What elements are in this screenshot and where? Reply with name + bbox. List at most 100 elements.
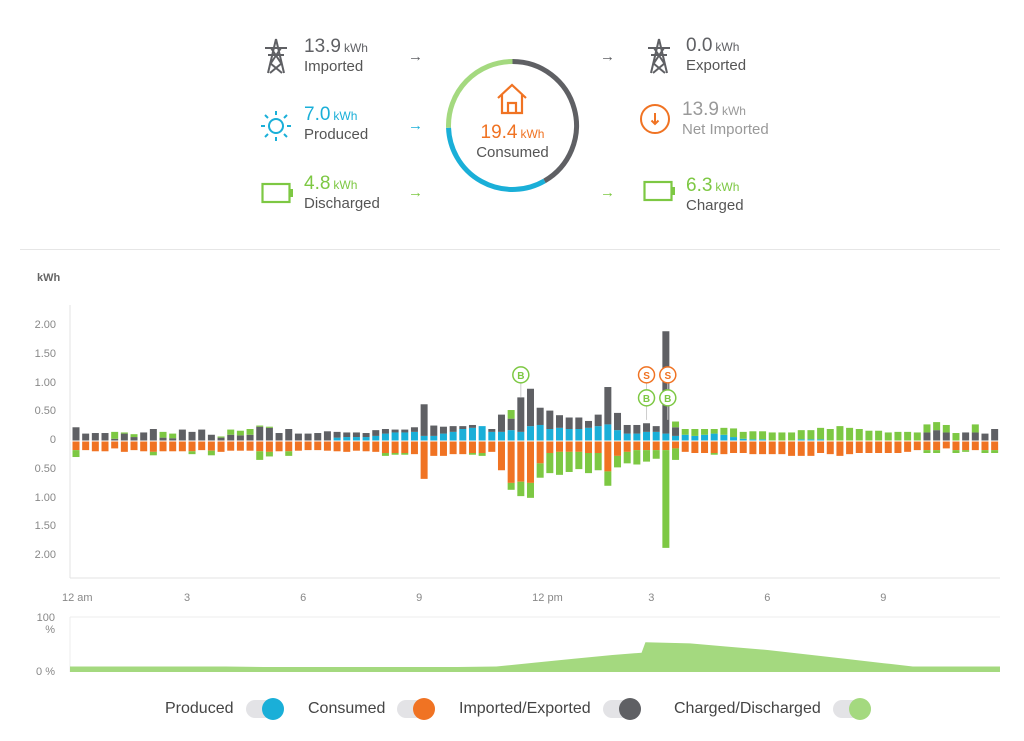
bar-produced xyxy=(449,431,457,441)
bar-consumed xyxy=(410,441,418,455)
bar-produced xyxy=(585,427,593,441)
ring-discharged-arc xyxy=(446,59,513,128)
ring-imported-arc xyxy=(512,59,579,184)
bar-discharged xyxy=(836,426,844,441)
legend-label: Produced xyxy=(165,700,234,717)
event-marker[interactable] xyxy=(512,366,530,384)
bar-consumed xyxy=(643,441,651,451)
bar-consumed xyxy=(536,441,544,464)
bar-consumed xyxy=(246,441,254,451)
event-marker-label: B xyxy=(517,371,524,382)
y-tick-label: 2.00 xyxy=(34,319,56,331)
event-marker[interactable] xyxy=(659,366,677,384)
bar-discharged xyxy=(768,432,776,441)
bar-consumed xyxy=(981,441,989,451)
bar-produced xyxy=(343,437,351,441)
y-axis-label: kWh xyxy=(37,272,61,284)
bar-imported-exported xyxy=(246,434,254,441)
bar-imported-exported xyxy=(352,432,360,438)
bar-consumed xyxy=(478,441,486,453)
bar-consumed xyxy=(662,441,670,451)
y-tick-label: 1.50 xyxy=(34,520,56,533)
event-marker-label: S xyxy=(664,371,671,382)
bar-discharged xyxy=(130,434,138,438)
bar-imported-exported xyxy=(643,423,651,432)
bar-discharged xyxy=(942,424,950,433)
bar-consumed xyxy=(971,441,979,451)
legend-item-produced: Produced xyxy=(165,698,284,720)
bar-imported-exported xyxy=(468,424,476,428)
imported-stat: 13.9 kWh Imported xyxy=(304,37,368,74)
bar-imported-exported xyxy=(962,432,970,441)
house-icon xyxy=(497,83,527,115)
legend-toggle[interactable] xyxy=(832,698,871,720)
bar-imported-exported xyxy=(72,427,80,441)
bar-consumed xyxy=(962,441,970,451)
bar-consumed xyxy=(768,441,776,455)
event-marker-label: B xyxy=(664,394,671,405)
bar-imported-exported xyxy=(256,426,264,441)
bar-consumed xyxy=(546,441,554,453)
bar-discharged xyxy=(913,432,921,441)
produced-stat: 7.0 kWh Produced xyxy=(304,105,368,142)
bar-charged xyxy=(536,463,544,478)
bar-consumed xyxy=(672,441,680,449)
discharged-stat: 4.8 kWh Discharged xyxy=(304,174,380,211)
bar-produced xyxy=(817,439,825,441)
legend-toggle[interactable] xyxy=(245,698,284,720)
x-tick-label: 6 xyxy=(764,592,771,604)
bar-discharged xyxy=(846,427,854,441)
bar-consumed xyxy=(720,441,728,455)
legend-toggle[interactable] xyxy=(602,698,641,720)
bar-consumed xyxy=(739,441,747,453)
bar-consumed xyxy=(942,441,950,449)
bar-discharged xyxy=(691,429,699,436)
bar-imported-exported xyxy=(410,427,418,432)
y-tick-label: 1.50 xyxy=(34,347,56,360)
soc-ytick: 0 % xyxy=(36,666,55,678)
bar-charged xyxy=(991,450,999,453)
bar-produced xyxy=(643,431,651,441)
bar-discharged xyxy=(111,431,119,439)
bar-discharged xyxy=(971,424,979,433)
bar-imported-exported xyxy=(304,433,312,441)
bar-consumed xyxy=(817,441,825,453)
event-marker[interactable] xyxy=(659,389,677,407)
bar-discharged xyxy=(817,427,825,440)
net-imported-stat: 13.9 kWh Net Imported xyxy=(682,100,769,137)
event-marker[interactable] xyxy=(637,389,656,407)
bar-imported-exported xyxy=(207,434,215,441)
ring-produced-arc xyxy=(446,127,546,192)
bar-discharged xyxy=(159,431,167,438)
soc-ytick: 100 % xyxy=(36,612,55,636)
bar-imported-exported xyxy=(169,438,177,441)
bar-consumed xyxy=(730,441,738,453)
bar-produced xyxy=(739,438,747,441)
arrow-down-circle-icon xyxy=(640,104,670,134)
bar-imported-exported xyxy=(585,420,593,428)
bar-imported-exported xyxy=(362,433,370,438)
transmission-tower-icon xyxy=(648,38,670,74)
bar-charged xyxy=(662,450,670,548)
event-marker-label: S xyxy=(643,371,650,382)
bar-discharged xyxy=(759,431,767,440)
bar-imported-exported xyxy=(488,429,496,432)
bar-imported-exported xyxy=(343,432,351,438)
bar-discharged xyxy=(169,433,177,439)
bar-consumed xyxy=(565,441,573,452)
bar-imported-exported xyxy=(604,387,612,425)
bar-imported-exported xyxy=(623,424,631,434)
legend-toggle[interactable] xyxy=(397,698,436,720)
bar-imported-exported xyxy=(178,429,186,441)
bar-imported-exported xyxy=(517,397,525,432)
bar-produced xyxy=(575,429,583,441)
bar-consumed xyxy=(749,441,757,455)
produced-unit: kWh xyxy=(333,109,358,123)
legend-label: Consumed xyxy=(308,700,386,717)
event-marker[interactable] xyxy=(637,366,656,384)
bar-consumed xyxy=(91,441,99,452)
net-imported-label: Net Imported xyxy=(682,121,769,138)
bar-imported-exported xyxy=(314,433,322,441)
bar-consumed xyxy=(913,441,921,451)
